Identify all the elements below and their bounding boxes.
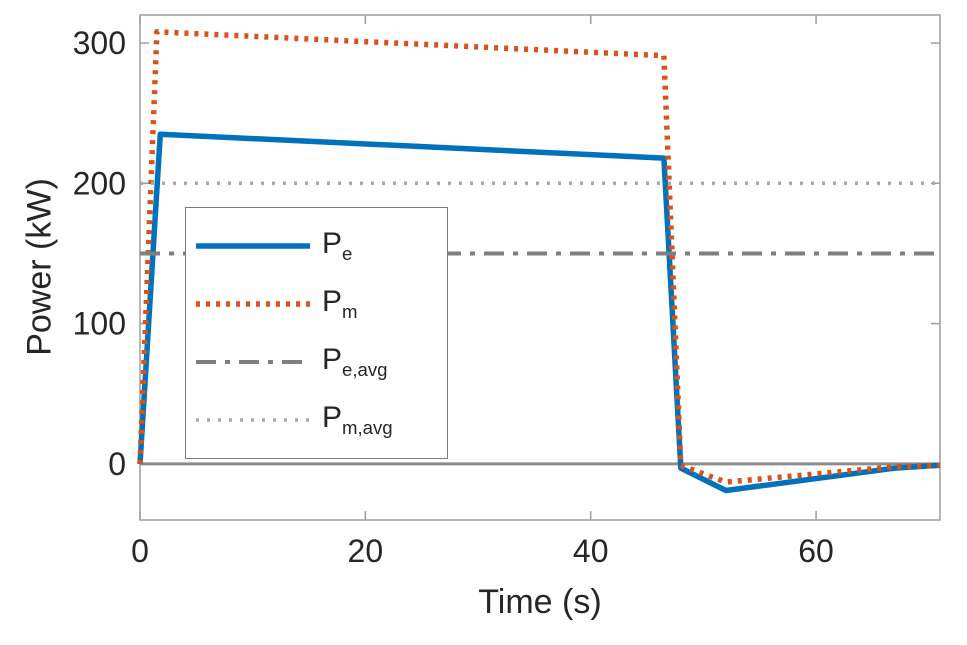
- legend-sample-line-pe-avg: [196, 360, 310, 364]
- y-tick-label: 200: [73, 165, 126, 201]
- legend-entry-pe-avg: Pe,avg: [194, 334, 439, 390]
- series-pm-line: [137, 29, 941, 485]
- legend-label-pe-avg: Pe,avg: [322, 343, 388, 380]
- legend-entry-pe: Pe: [194, 218, 439, 274]
- y-axis-label: Power (kW): [20, 178, 59, 356]
- legend-label-pe: Pe: [322, 227, 353, 264]
- legend-sample-line-pm-avg: [196, 418, 310, 422]
- x-tick-label: 60: [798, 533, 834, 569]
- y-tick-label: 0: [108, 446, 126, 482]
- legend: Pe Pm Pe,avg Pm,avg: [185, 207, 448, 459]
- legend-sample-line-pe: [196, 243, 310, 249]
- legend-sample-line-pm: [196, 301, 310, 307]
- x-tick-label: 40: [573, 533, 609, 569]
- legend-label-pm-avg: Pm,avg: [322, 401, 393, 438]
- legend-entry-pm: Pm: [194, 276, 439, 332]
- y-tick-label: 300: [73, 25, 126, 61]
- plot-border: [139, 14, 941, 521]
- x-tick-label: 0: [131, 533, 149, 569]
- y-tick-label: 100: [73, 306, 126, 342]
- legend-entry-pm-avg: Pm,avg: [194, 392, 439, 448]
- x-tick-label: 20: [348, 533, 384, 569]
- legend-label-pm: Pm: [322, 285, 358, 322]
- x-axis-label: Time (s): [478, 583, 602, 621]
